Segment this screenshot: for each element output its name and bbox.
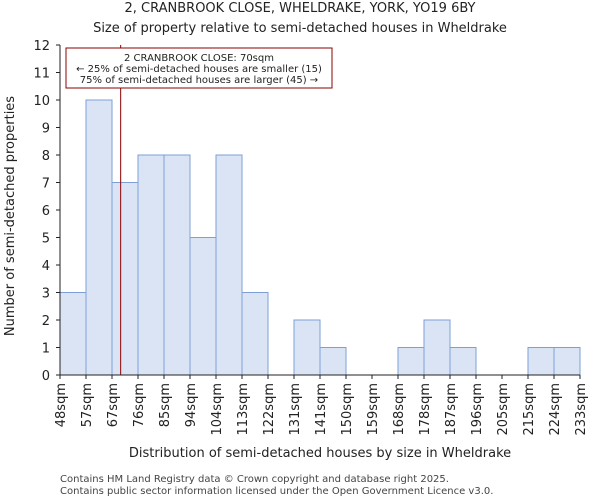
- x-tick-label: 168sqm: [392, 383, 407, 436]
- bar-168sqm: [397, 347, 425, 376]
- bar-178sqm: [423, 319, 451, 376]
- x-tick-label: 205sqm: [496, 383, 511, 436]
- x-tick-label: 187sqm: [444, 383, 459, 436]
- x-tick-label: 85sqm: [158, 383, 173, 427]
- y-tick-label: 8: [42, 149, 50, 164]
- y-tick-label: 11: [33, 67, 50, 82]
- y-tick-label: 4: [42, 259, 50, 274]
- annotation-line1: 2 CRANBROOK CLOSE: 70sqm: [124, 53, 274, 64]
- bar-141sqm: [319, 347, 347, 376]
- x-tick-label: 104sqm: [210, 383, 225, 436]
- y-tick-label: 5: [42, 232, 50, 247]
- footer-line1: Contains HM Land Registry data © Crown c…: [60, 474, 449, 485]
- x-tick-label: 76sqm: [132, 383, 147, 427]
- y-tick-label: 2: [42, 314, 50, 329]
- x-tick-label: 233sqm: [574, 383, 589, 436]
- bar-57sqm: [85, 99, 113, 376]
- bar-94sqm: [189, 237, 217, 376]
- y-tick-label: 12: [33, 39, 50, 54]
- y-tick-label: 10: [33, 94, 50, 109]
- annotation-box: 2 CRANBROOK CLOSE: 70sqm ← 25% of semi-d…: [65, 47, 333, 89]
- x-tick-label: 178sqm: [418, 383, 433, 436]
- bar-48sqm: [59, 292, 87, 376]
- x-tick-label: 94sqm: [184, 383, 199, 427]
- x-tick-label: 150sqm: [340, 383, 355, 436]
- y-tick-label: 3: [42, 287, 50, 302]
- bar-187sqm: [449, 347, 477, 376]
- x-tick-label: 67sqm: [106, 383, 121, 427]
- bar-85sqm: [163, 154, 191, 376]
- y-tick-label: 1: [42, 342, 50, 357]
- chart-title-line1: 2, CRANBROOK CLOSE, WHELDRAKE, YORK, YO1…: [125, 1, 476, 16]
- bars: [59, 99, 581, 376]
- annotation-line2: ← 25% of semi-detached houses are smalle…: [76, 64, 322, 75]
- bar-215sqm: [527, 347, 555, 376]
- bar-76sqm: [137, 154, 165, 376]
- x-tick-label: 48sqm: [54, 383, 69, 427]
- y-tick-label: 0: [42, 369, 50, 384]
- x-axis-label: Distribution of semi-detached houses by …: [129, 446, 511, 461]
- x-tick-label: 196sqm: [470, 383, 485, 436]
- x-tick-label: 122sqm: [262, 383, 277, 436]
- y-tick-label: 9: [42, 122, 50, 137]
- x-tick-label: 57sqm: [80, 383, 95, 427]
- x-tick-label: 131sqm: [288, 383, 303, 436]
- y-tick-label: 6: [42, 204, 50, 219]
- y-tick-label: 7: [42, 177, 50, 192]
- bar-131sqm: [293, 319, 321, 376]
- x-tick-label: 113sqm: [236, 383, 251, 436]
- x-tick-label: 215sqm: [522, 383, 537, 436]
- annotation-box-frame: [65, 47, 333, 89]
- chart-title-line2: Size of property relative to semi-detach…: [93, 21, 507, 36]
- x-tick-label: 141sqm: [314, 383, 329, 436]
- annotation-line3: 75% of semi-detached houses are larger (…: [80, 75, 318, 86]
- footer-line2: Contains public sector information licen…: [60, 486, 493, 497]
- y-axis-label: Number of semi-detached properties: [3, 96, 18, 336]
- bar-224sqm: [553, 347, 581, 376]
- bar-104sqm: [215, 154, 243, 376]
- x-tick-label: 159sqm: [366, 383, 381, 436]
- bar-113sqm: [241, 292, 269, 376]
- bar-67sqm: [111, 182, 139, 376]
- x-axis-ticks: 48sqm 57sqm 67sqm 76sqm 85sqm 94sqm 104sqm 113s…: [54, 375, 589, 436]
- x-tick-label: 224sqm: [548, 383, 563, 436]
